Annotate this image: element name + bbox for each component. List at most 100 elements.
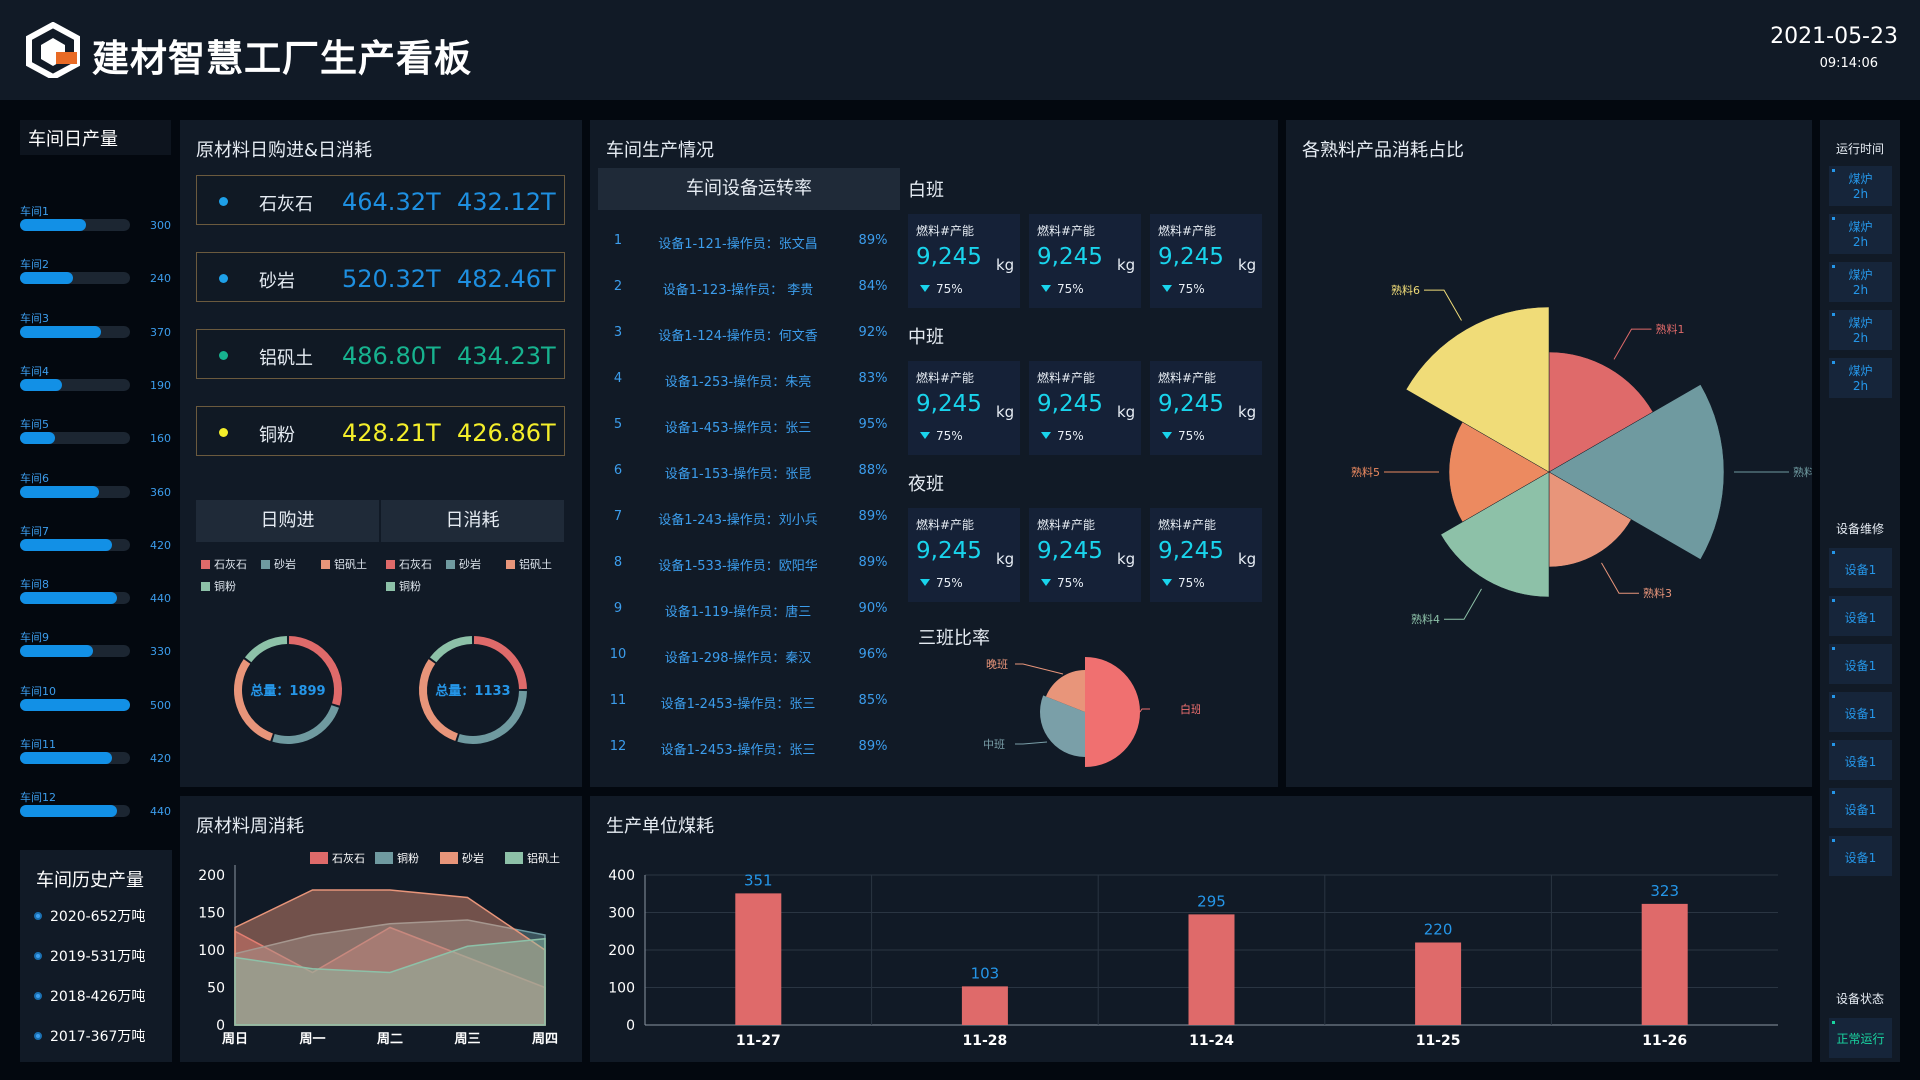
shift-ratio-title: 三班比率 <box>918 628 990 649</box>
card-unit: kg <box>1117 550 1136 568</box>
down-triangle-icon <box>1162 285 1172 292</box>
equipment-rate: 92% <box>858 325 888 340</box>
equipment-table-header: 车间设备运转率 <box>598 168 900 210</box>
equipment-name: 设备1-2453-操作员：张三 <box>660 697 816 712</box>
card-percent-text: 75% <box>1057 429 1084 443</box>
card-label: 燃料#产能 <box>1158 371 1217 385</box>
status-dot <box>1832 217 1835 220</box>
workshop-bar-fill <box>20 432 56 445</box>
y-tick-label: 0 <box>626 1018 635 1034</box>
workshop-name: 车间5 <box>20 418 49 432</box>
card-percent: 75% <box>1041 429 1084 443</box>
repair-item[interactable]: 设备1 <box>1829 692 1892 732</box>
down-triangle-icon <box>920 285 930 292</box>
workshop-row: 车间12 440 <box>20 789 175 829</box>
repair-item[interactable]: 设备1 <box>1829 548 1892 588</box>
runtime-item[interactable]: 煤炉 2h <box>1829 358 1892 398</box>
workshop-bar-track <box>20 272 130 285</box>
status-dot <box>1832 791 1835 794</box>
row-number: 3 <box>613 325 623 340</box>
equipment-rate: 85% <box>858 693 888 708</box>
workshop-value: 190 <box>150 378 171 392</box>
repair-label: 设备1 <box>1844 611 1877 625</box>
tab-consume[interactable]: 日消耗 <box>381 500 564 542</box>
legend-label: 铜粉 <box>214 580 236 593</box>
row-number: 11 <box>609 693 627 708</box>
workshop-row: 车间9 330 <box>20 629 175 669</box>
material-purchase: 486.80T <box>342 342 441 370</box>
pie-label: 晚班 <box>986 658 1008 671</box>
card-percent-text: 75% <box>1057 576 1084 590</box>
workshop-bar-track <box>20 805 130 818</box>
legend-swatch <box>201 582 210 591</box>
legend-label: 铝矾土 <box>519 558 552 571</box>
status-dot <box>1832 839 1835 842</box>
runtime-item[interactable]: 煤炉 2h <box>1829 214 1892 254</box>
workshop-row: 车间4 190 <box>20 363 175 403</box>
equipment-name: 设备1-453-操作员：张三 <box>664 421 812 436</box>
repair-item[interactable]: 设备1 <box>1829 644 1892 684</box>
area-series <box>234 937 546 1026</box>
table-row: 2 设备1-123-操作员： 李贵 84% <box>598 279 900 309</box>
donut-segment <box>457 690 527 744</box>
workshop-value: 500 <box>150 698 171 712</box>
table-row: 6 设备1-153-操作员：张昆 88% <box>598 463 900 493</box>
x-tick-label: 周三 <box>454 1032 480 1047</box>
runtime-item[interactable]: 煤炉 2h <box>1829 262 1892 302</box>
down-triangle-icon <box>1041 579 1051 586</box>
card-unit: kg <box>1238 550 1257 568</box>
row-number: 6 <box>613 463 623 478</box>
table-row: 7 设备1-243-操作员：刘小兵 89% <box>598 509 900 539</box>
equipment-name: 设备1-298-操作员：秦汉 <box>664 651 812 666</box>
x-tick-label: 11-25 <box>1416 1033 1461 1049</box>
legend-swatch <box>310 852 328 864</box>
status-dot <box>1832 551 1835 554</box>
runtime-value: 2h <box>1852 235 1869 249</box>
workshop-row: 车间1 300 <box>20 203 175 243</box>
tab-purchase[interactable]: 日购进 <box>196 500 379 542</box>
equipment-name: 设备1-253-操作员：朱亮 <box>664 375 812 390</box>
legend-label: 铜粉 <box>397 851 419 865</box>
runtime-item[interactable]: 煤炉 2h <box>1829 310 1892 350</box>
material-consume: 482.46T <box>457 265 556 293</box>
repair-item[interactable]: 设备1 <box>1829 836 1892 876</box>
x-tick-label: 周二 <box>377 1032 403 1047</box>
runtime-value: 2h <box>1852 283 1869 297</box>
legend-item: 铜粉 <box>201 578 236 594</box>
status-dot <box>1832 265 1835 268</box>
rose-slice <box>1548 384 1725 560</box>
material-card: 铜粉 428.21T 426.86T <box>196 406 565 456</box>
repair-item[interactable]: 设备1 <box>1829 596 1892 636</box>
legend-swatch <box>446 560 455 569</box>
card-value: 9,245 <box>1158 244 1224 270</box>
card-unit: kg <box>1117 403 1136 421</box>
history-text: 2019-531万吨 <box>50 949 146 965</box>
material-purchase: 428.21T <box>342 419 441 447</box>
equipment-rate: 89% <box>858 233 888 248</box>
runtime-value: 2h <box>1852 187 1869 201</box>
pie-label: 白班 <box>1180 702 1200 716</box>
row-number: 8 <box>613 555 623 570</box>
history-text: 2017-367万吨 <box>50 1029 146 1045</box>
runtime-item[interactable]: 煤炉 2h <box>1829 166 1892 206</box>
workshop-bar-fill <box>20 698 130 711</box>
legend-item: 石灰石 <box>386 556 432 572</box>
workshop-bar-track <box>20 485 130 498</box>
equipment-rate: 90% <box>858 601 888 616</box>
legend-swatch <box>201 560 210 569</box>
workshop-bar-fill <box>20 219 86 231</box>
status-dot <box>1832 743 1835 746</box>
workshop-title: 车间日产量 <box>28 129 118 150</box>
pie-leader-line <box>1015 741 1048 745</box>
material-consume: 432.12T <box>457 188 556 216</box>
card-label: 燃料#产能 <box>916 371 975 385</box>
card-percent: 75% <box>1162 576 1205 590</box>
equipment-rate: 89% <box>858 555 888 570</box>
rose-slice <box>1440 471 1550 598</box>
card-label: 燃料#产能 <box>1037 518 1096 532</box>
donut-segment <box>272 704 340 744</box>
legend-swatch <box>375 852 393 864</box>
repair-item[interactable]: 设备1 <box>1829 740 1892 780</box>
repair-item[interactable]: 设备1 <box>1829 788 1892 828</box>
capacity-card: 燃料#产能 9,245 kg 75% <box>1029 361 1141 455</box>
